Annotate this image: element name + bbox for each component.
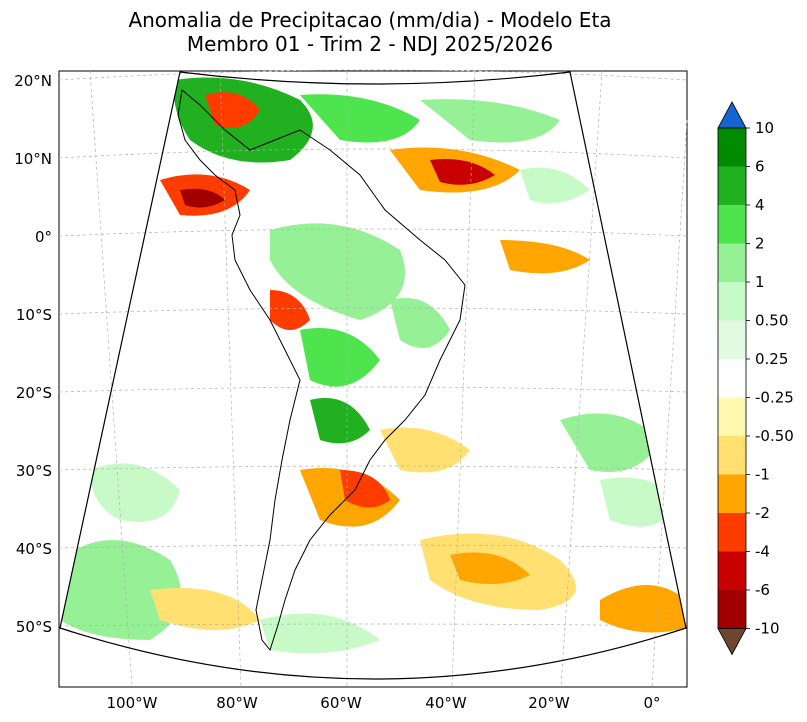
colorbar-bin [718,166,746,206]
lat-label-50S: 50°S [16,618,52,636]
colorbar-bin [718,282,746,321]
colorbar-bin [718,128,746,167]
lat-label-0: 0° [35,228,52,246]
coastline [177,89,466,652]
lat-label-20S: 20°S [16,384,52,402]
lon-label-40W: 40°W [425,694,467,712]
colorbar-bin [718,320,746,360]
map-title-line2: Membro 01 - Trim 2 - NDJ 2025/2026 [186,32,554,56]
colorbar-label: -4 [755,543,770,561]
lon-label-60W: 60°W [320,694,362,712]
colorbar-label: 10 [755,119,774,137]
colorbar-label: -0.50 [755,427,794,445]
colorbar-label: 0.50 [755,312,788,330]
colorbar-label: 0.25 [755,350,788,368]
lat-label-40S: 40°S [16,540,52,558]
colorbar-bin [718,243,746,283]
longitude-labels: 100°W 80°W 60°W 40°W 20°W 0° [107,694,661,712]
colorbar-label: -10 [755,620,780,638]
colorbar-label: 1 [755,273,765,291]
colorbar-bin [718,397,746,437]
colorbar-bin [718,474,746,514]
colorbar-extend-max [717,101,747,129]
graticule [58,69,688,688]
colorbar-bin [718,513,746,552]
colorbar-bin [718,205,746,244]
colorbar-bin [718,551,746,591]
colorbar-bin [718,359,746,398]
colorbar-label: -0.25 [755,389,794,407]
lon-label-0: 0° [643,694,660,712]
domain-boundary [59,71,687,680]
map-title-line1: Anomalia de Precipitacao (mm/dia) - Mode… [128,8,612,32]
latitude-labels: 20°N 10°N 0° 10°S 20°S 30°S 40°S 50°S [14,72,52,636]
colorbar-extend-min [717,628,747,656]
colorbar-label: -1 [755,466,770,484]
lat-label-10N: 10°N [14,150,52,168]
colorbar-label: -2 [755,504,770,522]
lat-label-20N: 20°N [14,72,52,90]
colorbar-label: 2 [755,235,765,253]
colorbar-label: 6 [755,158,765,176]
colorbar-bin [718,590,746,629]
lon-label-20W: 20°W [528,694,570,712]
lon-label-100W: 100°W [107,694,158,712]
colorbar-label: -6 [755,581,770,599]
lon-label-80W: 80°W [216,694,258,712]
colorbar-label: 4 [755,196,765,214]
lat-label-10S: 10°S [16,306,52,324]
precip-anomaly-field [60,72,686,679]
colorbar: 10 6 4 2 1 0.50 0.25 -0.25 -0.50 -1 -2 -4 -6 -10 [717,101,794,656]
lat-label-30S: 30°S [16,462,52,480]
colorbar-bin [718,436,746,475]
